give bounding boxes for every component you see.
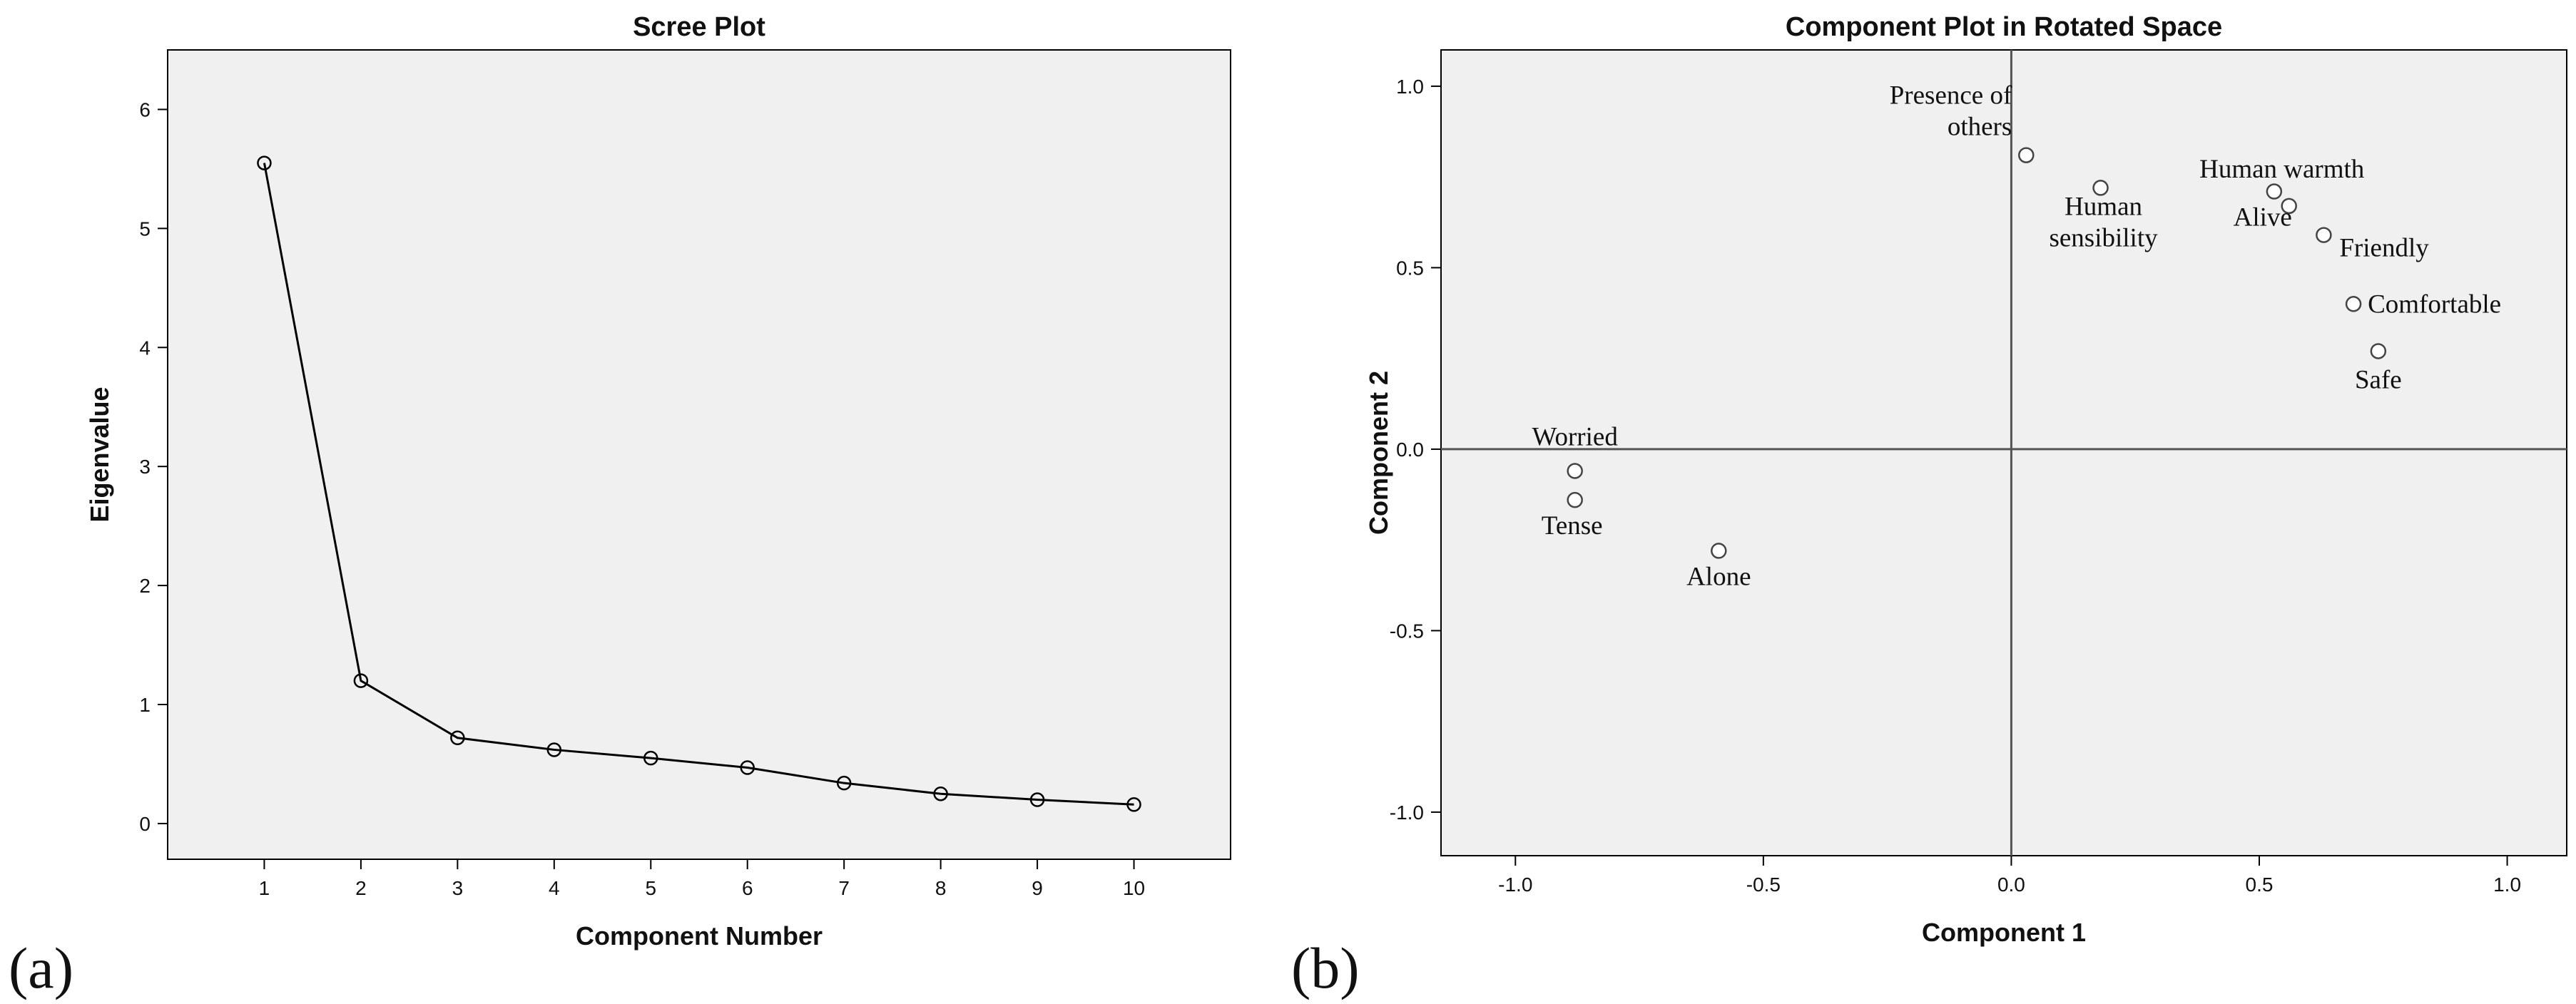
data-point: [257, 155, 272, 170]
x-tick-label: 0.5: [2246, 874, 2274, 896]
data-point: [1567, 491, 1583, 508]
x-tick-label: 5: [645, 877, 656, 899]
y-tick-label: 3: [139, 456, 151, 478]
data-point: [933, 786, 948, 801]
x-tick-label: 7: [838, 877, 850, 899]
data-point: [2018, 147, 2035, 163]
data-point: [450, 730, 465, 745]
data-point: [1029, 792, 1045, 807]
plot-area: [1440, 49, 2567, 856]
x-tick-label: 4: [549, 877, 560, 899]
point-label: Worried: [1532, 422, 1619, 451]
x-tick-label: 9: [1032, 877, 1043, 899]
y-tick-label: 5: [139, 217, 151, 240]
x-tick-label: -0.5: [1746, 874, 1781, 896]
y-tick-label: 0.5: [1396, 257, 1424, 279]
panel-label-b: (b): [1291, 936, 1360, 1000]
y-tick-label: 2: [139, 575, 151, 597]
x-tick-label: -1.0: [1498, 874, 1532, 896]
point-label: Safe: [2355, 365, 2402, 394]
data-point: [2092, 180, 2109, 196]
point-label: Friendly: [2339, 234, 2429, 263]
chart-title: Scree Plot: [633, 12, 765, 42]
data-point: [2345, 296, 2362, 312]
data-point: [2281, 198, 2297, 215]
y-tick-label: 4: [139, 337, 151, 359]
y-tick-label: -0.5: [1390, 620, 1424, 642]
data-point: [353, 673, 369, 688]
y-tick-label: 1: [139, 694, 151, 716]
scree-plot-panel: Scree Plot 0 1 2 3 4 5 6 1 2 3 4 5 6 7 8 9 10 Component Nu…: [9, 12, 1231, 1000]
x-tick-label: 10: [1123, 877, 1145, 899]
x-tick-label: 2: [355, 877, 367, 899]
x-tick-label: 3: [452, 877, 464, 899]
y-tick-label: -1.0: [1390, 801, 1424, 824]
data-point: [1711, 543, 1727, 559]
x-tick-label: 8: [935, 877, 947, 899]
component-plot-panel: Component Plot in Rotated Space -1.0 -0.5 0…: [1291, 12, 2567, 1000]
point-label: Human warmth: [2199, 155, 2365, 184]
x-tick-label: 1.0: [2493, 874, 2521, 896]
point-label: Human: [2065, 192, 2142, 221]
y-axis-title: Component 2: [1364, 371, 1393, 535]
data-point: [1567, 463, 1583, 479]
data-point: [1126, 796, 1141, 812]
panel-label-a: (a): [9, 936, 73, 1000]
point-label: Alive: [2234, 203, 2292, 232]
y-tick-label: 0.0: [1396, 439, 1424, 461]
point-label: Comfortable: [2368, 290, 2501, 319]
data-point: [643, 750, 658, 766]
x-axis-title: Component Number: [576, 921, 823, 951]
x-tick-label: 1: [259, 877, 270, 899]
chart-title: Component Plot in Rotated Space: [1786, 12, 2222, 42]
x-tick-label: 0.0: [1997, 874, 2025, 896]
y-tick-label: 0: [139, 813, 151, 835]
point-label: Tense: [1542, 511, 1603, 541]
data-point: [2266, 183, 2283, 200]
point-label: Presence of: [1890, 81, 2012, 111]
data-point: [740, 760, 755, 775]
y-axis-title: Eigenvalue: [85, 386, 114, 522]
data-point: [2316, 227, 2332, 243]
data-point: [836, 775, 852, 791]
x-axis-title: Component 1: [1922, 918, 2086, 947]
y-tick-label: 6: [139, 98, 151, 121]
point-label: Alone: [1686, 562, 1751, 591]
point-label: others: [1948, 113, 2012, 142]
eigenvalue-line: [263, 163, 1134, 806]
y-tick-label: 1.0: [1396, 76, 1424, 98]
plot-area: [167, 49, 1231, 860]
point-label: sensibility: [2049, 223, 2158, 252]
data-point: [2370, 343, 2387, 359]
x-tick-label: 6: [742, 877, 753, 899]
data-point: [546, 742, 562, 757]
